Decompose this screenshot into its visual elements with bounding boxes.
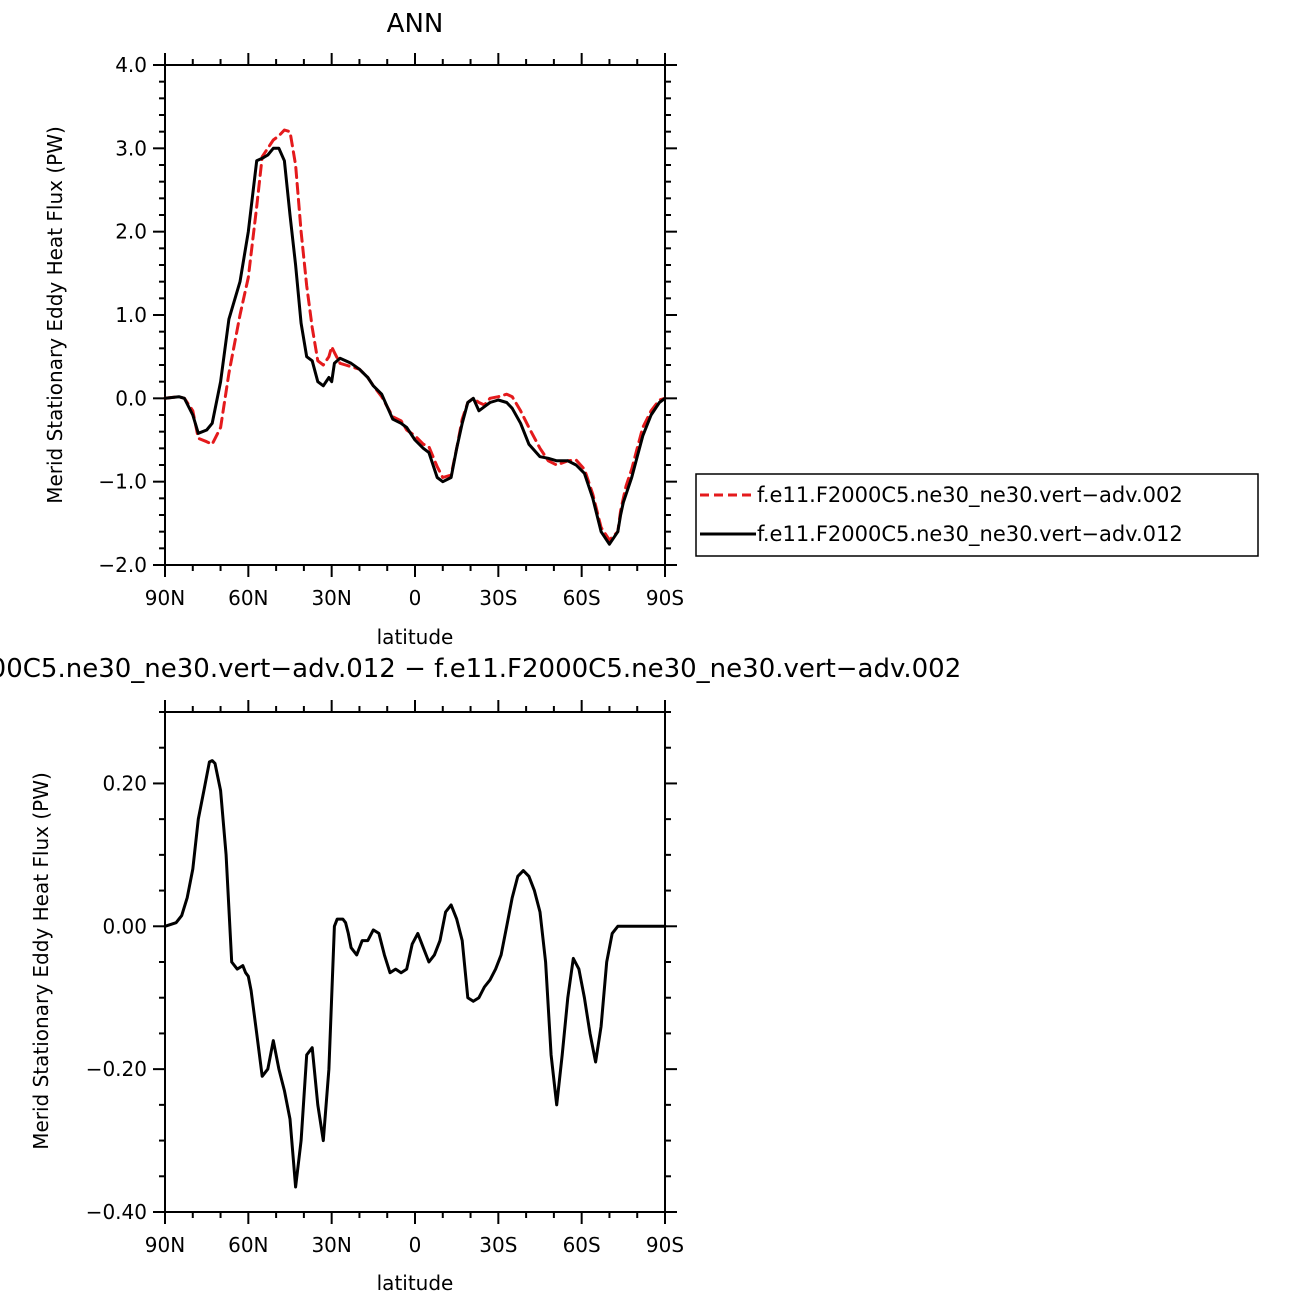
top-series-line-1 (163, 146, 667, 546)
top-y-tick-label: 3.0 (115, 136, 147, 160)
top-x-tick-label: 60S (563, 586, 601, 610)
legend-box (695, 473, 1259, 557)
top-axis-ticks: 90N 60N 30N 0 30S 60S 90S 4.0 3.0 2.0 1.0 0.0 −1.0 −2… (98, 53, 684, 610)
bottom-x-tick-label: 60S (563, 1233, 601, 1257)
bottom-x-tick-label: 0 (409, 1233, 422, 1257)
top-y-tick-label: 1.0 (115, 303, 147, 327)
top-series-lines (163, 128, 667, 546)
top-x-tick-label: 90S (646, 586, 684, 610)
top-y-tick-label: 2.0 (115, 220, 147, 244)
bottom-y-tick-label: −0.20 (86, 1057, 147, 1081)
legend: f.e11.F2000C5.ne30_ne30.vert−adv.002 f.e… (695, 473, 1259, 557)
bottom-y-tick-label: −0.40 (86, 1200, 147, 1224)
bottom-x-tick-label: 90S (646, 1233, 684, 1257)
top-y-axis-title: Merid Stationary Eddy Heat Flux (PW) (43, 126, 67, 504)
top-x-tick-label: 90N (145, 586, 185, 610)
bottom-x-tick-label: 60N (228, 1233, 268, 1257)
top-x-tick-label: 60N (228, 586, 268, 610)
bottom-panel: f.e11.F2000C5.ne30_ne30.vert−adv.012 − f… (0, 654, 961, 1295)
bottom-panel-title: f.e11.F2000C5.ne30_ne30.vert−adv.012 − f… (0, 654, 961, 684)
legend-label-002: f.e11.F2000C5.ne30_ne30.vert−adv.002 (757, 483, 1183, 508)
bottom-plot-frame (164, 711, 666, 1213)
bottom-x-tick-label: 30S (479, 1233, 517, 1257)
bottom-y-tick-label: 0.20 (102, 771, 147, 795)
legend-label-012: f.e11.F2000C5.ne30_ne30.vert−adv.012 (757, 522, 1183, 547)
bottom-axis-ticks: 90N 60N 30N 0 30S 60S 90S 0.20 0.00 −0.20 −0.40 (86, 700, 684, 1257)
top-y-tick-label: −2.0 (98, 553, 147, 577)
top-y-tick-label: −1.0 (98, 470, 147, 494)
bottom-x-tick-label: 90N (145, 1233, 185, 1257)
top-series-line-0 (163, 128, 667, 542)
bottom-y-axis-title: Merid Stationary Eddy Heat Flux (PW) (29, 772, 53, 1150)
top-x-tick-label: 30S (479, 586, 517, 610)
top-y-tick-label: 4.0 (115, 53, 147, 77)
bottom-series-line-0 (163, 759, 667, 1189)
bottom-series-lines (163, 759, 667, 1189)
top-x-tick-label: 30N (311, 586, 351, 610)
top-panel-title: ANN (387, 9, 444, 39)
top-x-tick-label: 0 (409, 586, 422, 610)
bottom-x-tick-label: 30N (311, 1233, 351, 1257)
top-panel: ANN 90N 60N 30N 0 30S 60S 90S 4.0 3.0 2.0 1.0 0.0 −1… (43, 9, 684, 649)
top-x-axis-title: latitude (377, 625, 454, 649)
bottom-y-tick-label: 0.00 (102, 914, 147, 938)
bottom-x-axis-title: latitude (377, 1271, 454, 1295)
top-y-tick-label: 0.0 (115, 386, 147, 410)
